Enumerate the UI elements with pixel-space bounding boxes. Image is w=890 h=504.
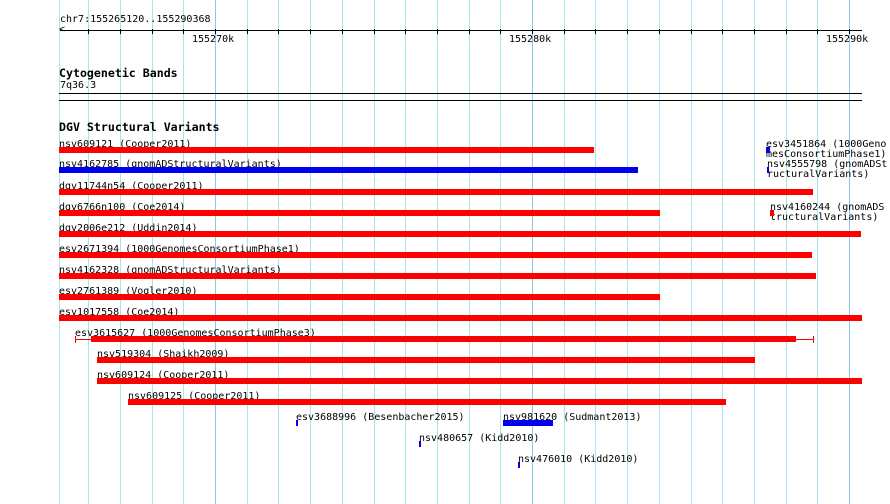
feature-label[interactable]: esv2671394 (1000GenomesConsortiumPhase1) bbox=[59, 244, 300, 255]
feature-label[interactable]: esv3451864 (1000GenomesConsortiumPhase1) bbox=[766, 139, 887, 160]
feature-label[interactable]: dgv2006e212 (Uddin2014) bbox=[59, 223, 198, 234]
location-label: chr7:155265120..155290368 bbox=[60, 14, 211, 25]
ruler-tick bbox=[215, 29, 216, 34]
cytoband-label: 7q36.3 bbox=[60, 80, 97, 91]
feature-bar[interactable] bbox=[97, 357, 755, 363]
feature-bar[interactable] bbox=[59, 147, 594, 153]
feature-label[interactable]: dgv6766n100 (Coe2014) bbox=[59, 202, 186, 213]
feature-bar[interactable] bbox=[97, 378, 862, 384]
feature-label[interactable]: nsv609124 (Cooper2011) bbox=[97, 370, 230, 381]
feature-bar[interactable] bbox=[91, 336, 796, 342]
feature-label[interactable]: dgv11744n54 (Cooper2011) bbox=[59, 181, 204, 192]
dgv-track-title[interactable]: DGV Structural Variants bbox=[59, 120, 220, 134]
feature-label[interactable]: nsv476010 (Kidd2010) bbox=[518, 454, 639, 465]
feature-bar[interactable] bbox=[518, 462, 520, 468]
feature-label[interactable]: nsv981620 (Sudmant2013) bbox=[503, 412, 642, 423]
feature-label[interactable]: nsv4555798 (gnomADStructuralVariants) bbox=[767, 159, 888, 180]
ruler-tick bbox=[278, 29, 279, 34]
ruler-tick bbox=[183, 29, 184, 34]
ruler-tick bbox=[342, 29, 343, 34]
tick-label: 155290k bbox=[826, 34, 869, 45]
ruler-line bbox=[60, 30, 862, 31]
feature-label[interactable]: nsv519304 (Shaikh2009) bbox=[97, 349, 230, 360]
feature-label[interactable]: nsv4162328 (gnomADStructuralVariants) bbox=[59, 265, 282, 276]
feature-bar[interactable] bbox=[59, 231, 861, 237]
ruler-tick bbox=[659, 29, 660, 34]
cytoband-line bbox=[59, 93, 862, 94]
feature-label[interactable]: esv3688996 (Besenbacher2015) bbox=[296, 412, 465, 423]
cytoband-track-title[interactable]: Cytogenetic Bands bbox=[59, 66, 178, 80]
ruler-tick bbox=[310, 29, 311, 34]
ruler-tick bbox=[120, 29, 121, 34]
feature-bar[interactable] bbox=[296, 420, 298, 426]
ruler-tick bbox=[152, 29, 153, 34]
feature-bar[interactable] bbox=[59, 273, 816, 279]
feature-label[interactable]: nsv4162785 (gnomADStructuralVariants) bbox=[59, 159, 282, 170]
feature-label[interactable]: nsv4160244 (gnomADStructuralVariants) bbox=[770, 202, 885, 223]
grid-line bbox=[849, 0, 850, 504]
feature-label[interactable]: esv2761389 (Vogler2010) bbox=[59, 286, 198, 297]
ruler-tick bbox=[754, 29, 755, 34]
feature-bar[interactable] bbox=[128, 399, 726, 405]
feature-bar[interactable] bbox=[419, 441, 421, 447]
grid-line bbox=[817, 0, 818, 504]
scroll-left-arrow-icon[interactable]: < bbox=[59, 24, 66, 35]
ruler-tick bbox=[691, 29, 692, 34]
tick-label: 155270k bbox=[192, 34, 235, 45]
feature-bar[interactable] bbox=[59, 189, 813, 195]
ruler-tick bbox=[532, 29, 533, 34]
ruler-tick bbox=[627, 29, 628, 34]
ruler-tick bbox=[405, 29, 406, 34]
feature-bar[interactable] bbox=[59, 294, 660, 300]
feature-bar[interactable] bbox=[59, 210, 660, 216]
feature-label[interactable]: nsv480657 (Kidd2010) bbox=[419, 433, 540, 444]
ruler-tick bbox=[437, 29, 438, 34]
feature-bar[interactable] bbox=[767, 167, 769, 173]
ruler-tick bbox=[500, 29, 501, 34]
ruler-tick bbox=[88, 29, 89, 34]
tick-label: 155280k bbox=[509, 34, 552, 45]
feature-label[interactable]: nsv609121 (Cooper2011) bbox=[59, 139, 192, 150]
feature-bar[interactable] bbox=[503, 420, 553, 426]
feature-bar[interactable] bbox=[770, 210, 774, 216]
ruler-tick bbox=[817, 29, 818, 34]
ruler-tick bbox=[374, 29, 375, 34]
track-divider bbox=[59, 100, 862, 101]
feature-bar[interactable] bbox=[59, 167, 638, 173]
feature-bar[interactable] bbox=[766, 147, 770, 153]
feature-label[interactable]: esv1017558 (Coe2014) bbox=[59, 307, 180, 318]
feature-label[interactable]: nsv609125 (Cooper2011) bbox=[128, 391, 261, 402]
ruler-tick bbox=[849, 29, 850, 34]
ruler-tick bbox=[786, 29, 787, 34]
feature-label[interactable]: esv3615627 (1000GenomesConsortiumPhase3) bbox=[75, 328, 316, 339]
ruler-tick bbox=[564, 29, 565, 34]
feature-bar[interactable] bbox=[59, 252, 812, 258]
ruler-tick bbox=[469, 29, 470, 34]
feature-bar[interactable] bbox=[59, 315, 862, 321]
whisker-cap bbox=[75, 336, 76, 343]
ruler-tick bbox=[247, 29, 248, 34]
whisker-cap bbox=[813, 336, 814, 343]
ruler-tick bbox=[595, 29, 596, 34]
ruler-tick bbox=[722, 29, 723, 34]
